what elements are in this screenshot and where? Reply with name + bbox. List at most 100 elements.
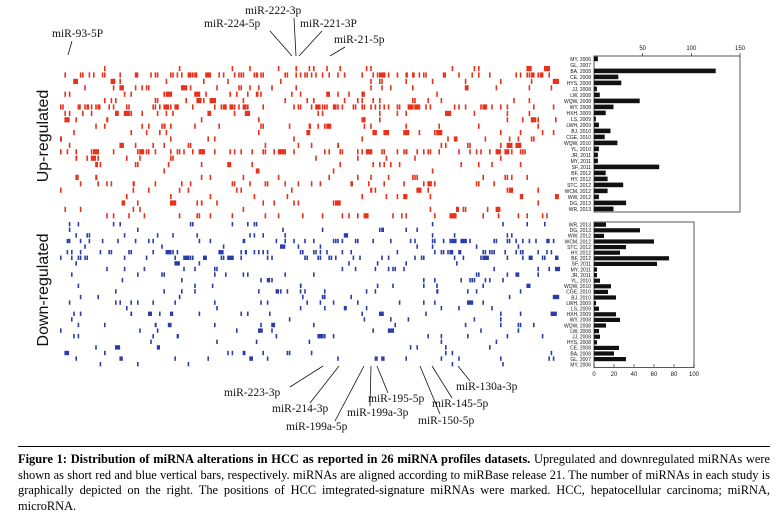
mirna-mark bbox=[374, 187, 377, 193]
mirna-mark bbox=[379, 162, 381, 168]
mirna-mark bbox=[445, 345, 447, 350]
mirna-mark bbox=[181, 289, 183, 294]
mirna-mark bbox=[436, 91, 438, 97]
mirna-mark bbox=[431, 244, 434, 249]
marker-pointer bbox=[298, 30, 323, 57]
mirna-mark bbox=[310, 142, 313, 148]
mirna-mark bbox=[137, 227, 139, 232]
mirna-mark bbox=[464, 104, 467, 110]
mirna-mark bbox=[68, 227, 71, 232]
mirna-mark bbox=[203, 255, 207, 260]
mirna-mark bbox=[64, 72, 66, 78]
mirna-mark bbox=[506, 104, 509, 110]
mirna-mark bbox=[260, 300, 262, 305]
mirna-mark bbox=[526, 174, 528, 180]
mirna-mark bbox=[258, 130, 260, 136]
mirna-mark bbox=[383, 162, 385, 168]
mirna-mark bbox=[132, 187, 135, 193]
count-bar bbox=[594, 312, 616, 317]
mirna-mark bbox=[434, 238, 436, 244]
marker-pointer bbox=[369, 365, 372, 407]
bar-category-label: LWH, 2009 bbox=[566, 301, 591, 307]
mirna-mark bbox=[170, 250, 172, 255]
mirna-mark bbox=[339, 162, 341, 168]
count-bar bbox=[594, 152, 598, 158]
mirna-mark bbox=[405, 227, 407, 232]
mirna-mark bbox=[165, 78, 168, 84]
mirna-mark bbox=[493, 250, 495, 255]
marker-pointer bbox=[376, 365, 389, 394]
count-bar bbox=[594, 80, 622, 86]
mirna-mark bbox=[130, 130, 132, 136]
mirna-mark bbox=[198, 261, 201, 266]
mirna-mark bbox=[511, 233, 513, 238]
axis-tick-label: 50 bbox=[639, 46, 646, 52]
mirna-mark bbox=[328, 174, 330, 180]
mirna-mark bbox=[515, 142, 522, 148]
mirna-mark bbox=[286, 194, 289, 200]
mirna-mark bbox=[106, 117, 109, 123]
mirna-mark bbox=[130, 250, 132, 255]
mirna-mark bbox=[79, 250, 82, 255]
count-bar bbox=[594, 323, 606, 328]
mirna-mark bbox=[255, 72, 259, 78]
mirna-mark bbox=[354, 266, 357, 272]
mirna-mark bbox=[66, 238, 69, 244]
mirna-mark bbox=[207, 136, 209, 142]
bar-category-label: BA, 2008 bbox=[570, 351, 591, 357]
mirna-mark bbox=[99, 362, 102, 367]
count-bar bbox=[594, 158, 598, 164]
mirna-mark bbox=[196, 233, 198, 238]
mirna-mark bbox=[207, 356, 209, 361]
mirna-mark bbox=[442, 238, 445, 244]
mirna-mark bbox=[550, 250, 553, 255]
mirna-mark bbox=[75, 117, 77, 123]
mirna-mark bbox=[365, 289, 368, 294]
mirna-mark bbox=[222, 244, 225, 249]
mirna-mark bbox=[493, 238, 495, 244]
mirna-mark bbox=[313, 98, 315, 104]
mirna-mark bbox=[77, 222, 80, 227]
mirna-mark bbox=[178, 149, 181, 155]
marker-label: miR-221-3P bbox=[300, 18, 357, 30]
mirna-mark bbox=[438, 149, 440, 155]
count-bar bbox=[594, 357, 626, 362]
mirna-mark bbox=[513, 98, 515, 104]
count-bar bbox=[594, 122, 599, 128]
mirna-mark bbox=[137, 300, 139, 305]
bar-category-label: WY, 2008 bbox=[570, 318, 592, 324]
mirna-mark bbox=[515, 250, 517, 255]
mirna-mark bbox=[112, 222, 115, 227]
mirna-mark bbox=[449, 213, 456, 219]
mirna-mark bbox=[156, 233, 159, 238]
mirna-mark bbox=[324, 104, 326, 110]
mirna-mark bbox=[236, 328, 238, 333]
mirna-mark bbox=[352, 255, 355, 260]
downregulated-label: Down-regulated bbox=[35, 234, 52, 347]
mirna-mark bbox=[73, 311, 75, 316]
mirna-mark bbox=[176, 149, 179, 155]
mirna-mark bbox=[302, 250, 304, 255]
mirna-mark bbox=[229, 149, 231, 155]
mirna-mark bbox=[231, 213, 234, 219]
mirna-mark bbox=[398, 300, 401, 305]
mirna-mark bbox=[277, 66, 280, 72]
mirna-mark bbox=[533, 104, 535, 110]
mirna-mark bbox=[504, 174, 506, 180]
mirna-mark bbox=[332, 334, 335, 339]
mirna-mark bbox=[247, 91, 249, 97]
mirna-mark bbox=[486, 206, 489, 212]
mirna-mark bbox=[255, 222, 258, 227]
axis-tick-label: 60 bbox=[651, 372, 658, 378]
mirna-mark bbox=[214, 266, 216, 272]
mirna-mark bbox=[266, 250, 269, 255]
mirna-mark bbox=[110, 98, 113, 104]
mirna-mark bbox=[343, 72, 346, 78]
mirna-mark bbox=[60, 187, 62, 193]
mirna-mark bbox=[88, 238, 91, 244]
mirna-mark bbox=[264, 142, 267, 148]
mirna-mark bbox=[218, 72, 220, 78]
mirna-mark bbox=[194, 283, 196, 288]
mirna-mark bbox=[170, 155, 172, 161]
